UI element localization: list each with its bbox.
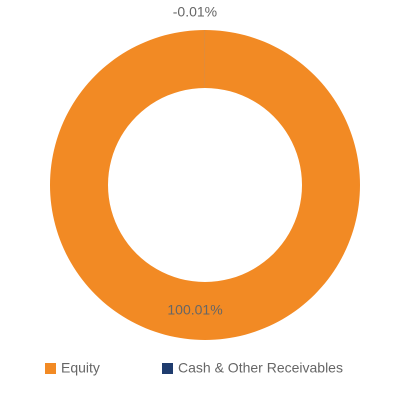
legend-swatch bbox=[162, 363, 173, 374]
legend-swatch bbox=[45, 363, 56, 374]
data-label: -0.01% bbox=[173, 4, 217, 20]
legend-label: Equity bbox=[61, 360, 100, 376]
legend-label: Cash & Other Receivables bbox=[178, 360, 343, 376]
data-label: 100.01% bbox=[167, 302, 222, 318]
donut-slice bbox=[49, 30, 360, 341]
